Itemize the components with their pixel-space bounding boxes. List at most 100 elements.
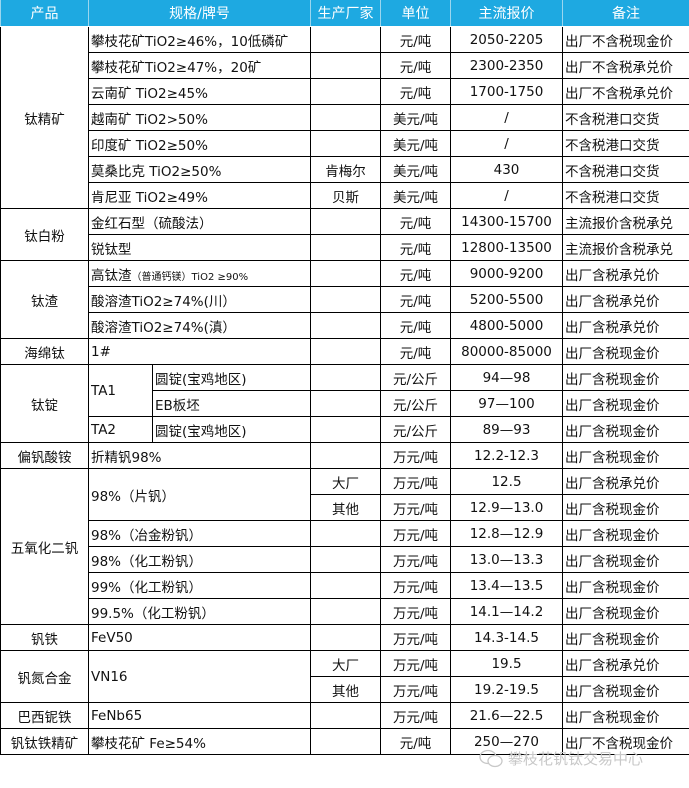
table-row: 酸溶渣TiO2≥74%(川） 元/吨 5200-5500 出厂含税承兑价 <box>1 286 689 313</box>
table-row: 钛渣 高钛渣（普通钙镁）TiO2 ≥90% 元/吨 9000-9200 出厂含税承兑价 <box>0 260 689 339</box>
price-cell: 13.4—13.5 <box>450 572 563 599</box>
product-cell: 偏钒酸铵 <box>0 442 89 469</box>
grade-cell: TA1 <box>88 364 153 417</box>
product-cell: 海绵钛 <box>0 338 89 365</box>
spec-text: 攀枝花矿TiO2≥47%，20矿 <box>91 59 262 76</box>
unit-cell: 元/吨 <box>380 52 451 79</box>
note-cell: 出厂含税现金价 <box>562 676 689 703</box>
table-row: 肯尼亚 TiO2≥49% 贝斯 美元/吨 / 不含税港口交货 <box>1 182 689 209</box>
spec-cell: FeNb65 <box>88 702 311 729</box>
price-cell: 430 <box>450 156 563 183</box>
spec-cell: 攀枝花矿 Fe≥54% <box>88 728 311 755</box>
maker-cell <box>310 104 381 131</box>
spec-text: 攀枝花矿 Fe≥54% <box>91 735 206 752</box>
unit-cell: 元/吨 <box>380 728 451 755</box>
spec-text: 攀枝花矿TiO2≥46%，10低磷矿 <box>91 33 289 50</box>
spec-text: 折精钒98% <box>91 449 162 466</box>
unit-cell: 美元/吨 <box>380 156 451 183</box>
maker-cell <box>310 364 381 391</box>
unit-cell: 万元/吨 <box>380 520 451 547</box>
product-cell: 钛渣 <box>0 260 89 339</box>
product-cell: 钒钛铁精矿 <box>0 728 89 755</box>
spec-cell: 98%（化工粉钒） <box>88 546 311 573</box>
note-cell: 出厂含税现金价 <box>562 624 689 651</box>
note-cell: 出厂不含税现金价 <box>562 728 689 755</box>
table-row: 钒钛铁精矿 攀枝花矿 Fe≥54% 元/吨 250—270 出厂不含税现金价 <box>0 728 689 755</box>
maker-cell: 其他 <box>310 676 381 703</box>
maker-cell <box>310 442 381 469</box>
spec-cell: 肯尼亚 TiO2≥49% <box>88 182 311 209</box>
note-cell: 出厂含税现金价 <box>562 416 689 443</box>
maker-cell <box>310 78 381 105</box>
price-cell: 2300-2350 <box>450 52 563 79</box>
table-row: 云南矿 TiO2≥45% 元/吨 1700-1750 出厂不含税承兑价 <box>1 78 689 105</box>
unit-cell: 元/吨 <box>380 208 451 235</box>
price-cell: 1700-1750 <box>450 78 563 105</box>
note-cell: 主流报价含税承兑 <box>562 208 689 235</box>
maker-cell <box>310 260 381 287</box>
table-row: 酸溶渣TiO2≥74%(滇） 元/吨 4800-5000 出厂含税承兑价 <box>1 312 689 339</box>
unit-cell: 元/公斤 <box>380 364 451 391</box>
watermark-text: 攀枝花钒钛交易中心 <box>508 750 644 768</box>
product-cell: 钛白粉 <box>0 208 89 261</box>
unit-cell: 万元/吨 <box>380 676 451 703</box>
note-cell: 出厂含税承兑价 <box>562 260 689 287</box>
header-spec: 规格/牌号 <box>88 0 311 27</box>
spec-cell: 锐钛型 <box>88 234 311 261</box>
table-row: 98%（化工粉钒） 万元/吨 13.0—13.3 出厂含税现金价 <box>1 546 689 573</box>
maker-cell: 其他 <box>310 494 381 521</box>
price-cell: 97—100 <box>450 390 563 417</box>
price-cell: 14.3-14.5 <box>450 624 563 651</box>
spec-cell: 98%（冶金粉钒） <box>88 520 311 547</box>
spec-cell: 越南矿 TiO2>50% <box>88 104 311 131</box>
maker-cell <box>310 702 381 729</box>
maker-cell: 大厂 <box>310 650 381 677</box>
spec-cell: 攀枝花矿TiO2≥46%，10低磷矿 <box>88 26 311 53</box>
unit-cell: 美元/吨 <box>380 182 451 209</box>
price-cell: 12.2-12.3 <box>450 442 563 469</box>
price-cell: / <box>450 104 563 131</box>
product-cell: 钛锭 <box>0 364 89 443</box>
spec-text: 酸溶渣TiO2≥74%(川） <box>91 293 236 310</box>
unit-cell: 元/公斤 <box>380 416 451 443</box>
spec-detail: （普通钙镁）TiO2 ≥90% <box>131 271 249 283</box>
maker-cell <box>310 624 381 651</box>
unit-cell: 元/吨 <box>380 234 451 261</box>
spec-text: 印度矿 TiO2≥50% <box>91 137 208 154</box>
price-cell: 13.0—13.3 <box>450 546 563 573</box>
table-row: 五氧化二钒 98%（片钒） 大厂 万元/吨 12.5 出厂含税承兑价 <box>0 468 689 625</box>
spec-cell: 印度矿 TiO2≥50% <box>88 130 311 157</box>
unit-cell: 元/吨 <box>380 26 451 53</box>
product-cell: 钒铁 <box>0 624 89 651</box>
table-row: TA2 圆锭(宝鸡地区) 元/公斤 89—93 出厂含税现金价 <box>1 416 689 443</box>
table-row: 钛精矿 攀枝花矿TiO2≥46%，10低磷矿 元/吨 2050-2205 出厂不含税现金… <box>0 26 689 209</box>
note-cell: 出厂含税现金价 <box>562 598 689 625</box>
note-cell: 出厂含税现金价 <box>562 390 689 417</box>
spec-text: FeNb65 <box>91 707 143 724</box>
header-note: 备注 <box>562 0 689 27</box>
maker-cell <box>310 208 381 235</box>
maker-cell <box>310 546 381 573</box>
unit-cell: 万元/吨 <box>380 442 451 469</box>
unit-cell: 万元/吨 <box>380 702 451 729</box>
table-row: 其他 万元/吨 19.2-19.5 出厂含税现金价 <box>1 676 689 703</box>
spec-cell: 酸溶渣TiO2≥74%(川） <box>88 286 311 313</box>
maker-cell <box>310 598 381 625</box>
maker-cell <box>310 52 381 79</box>
note-cell: 不含税港口交货 <box>562 156 689 183</box>
note-cell: 出厂含税承兑价 <box>562 650 689 677</box>
price-cell: 2050-2205 <box>450 26 563 53</box>
spec-text: 肯尼亚 TiO2≥49% <box>91 189 208 206</box>
price-cell: 89—93 <box>450 416 563 443</box>
spec-cell: VN16 <box>88 650 311 703</box>
spec-cell: 圆锭(宝鸡地区) <box>152 416 311 443</box>
price-cell: 21.6—22.5 <box>450 702 563 729</box>
note-cell: 不含税港口交货 <box>562 130 689 157</box>
spec-cell: EB板坯 <box>152 390 311 417</box>
table-row: 99.5%（化工粉钒） 万元/吨 14.1—14.2 出厂含税现金价 <box>1 598 689 625</box>
product-cell: 巴西铌铁 <box>0 702 89 729</box>
table-body: 钛精矿 攀枝花矿TiO2≥46%，10低磷矿 元/吨 2050-2205 出厂不含税现金… <box>0 26 689 755</box>
maker-cell <box>310 390 381 417</box>
table-row: 钒铁 FeV50 万元/吨 14.3-14.5 出厂含税现金价 <box>0 624 689 651</box>
price-cell: 12.8—12.9 <box>450 520 563 547</box>
